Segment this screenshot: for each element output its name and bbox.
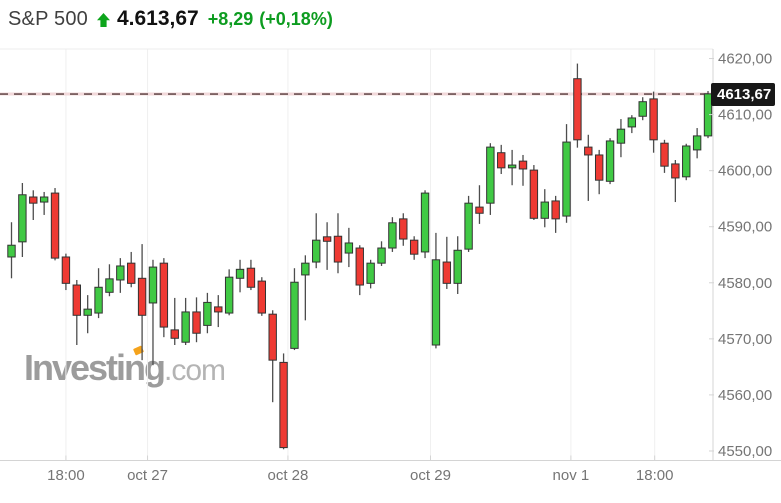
candle-down <box>29 196 38 204</box>
candle-up <box>682 145 691 178</box>
candle-up <box>486 146 495 204</box>
candle-up <box>638 101 647 117</box>
candle-up <box>616 128 626 144</box>
x-tick-label: oct 29 <box>410 467 451 484</box>
candle-up <box>235 268 245 279</box>
candle-up <box>312 239 321 263</box>
candle-up <box>605 140 615 182</box>
candle-up <box>464 202 473 250</box>
candle-down <box>322 236 332 242</box>
candle-up <box>507 164 517 169</box>
quote-header: S&P 500 4.613,67 +8,29 (+0,18%) <box>8 7 333 31</box>
candle-down <box>594 154 604 181</box>
candle-up <box>105 278 114 293</box>
candle-up <box>116 265 125 281</box>
candle-up <box>420 192 430 253</box>
candle-up <box>366 262 375 284</box>
candle-down <box>214 306 223 313</box>
y-tick-label: 4610,00 <box>718 107 772 124</box>
candle-up <box>224 276 234 314</box>
candle-down <box>72 284 81 316</box>
up-arrow-icon <box>96 13 110 27</box>
candle-down <box>333 235 343 263</box>
candle-down <box>551 200 560 220</box>
price-change-percent: (+0,18%) <box>259 8 333 29</box>
candle-up <box>377 247 386 264</box>
candle-down <box>246 267 256 288</box>
candle-down <box>442 261 452 284</box>
candle-up <box>83 308 92 316</box>
candle-up <box>388 222 397 249</box>
investing-logo-suffix: .com <box>164 354 226 387</box>
x-tick-label: 18:00 <box>47 467 85 484</box>
x-tick-label: 18:00 <box>636 467 674 484</box>
candle-up <box>7 244 16 258</box>
candle-up <box>301 262 310 276</box>
candle-down <box>409 239 419 255</box>
candle-down <box>170 329 179 339</box>
last-price: 4.613,67 <box>116 7 199 30</box>
candle-down <box>257 280 267 314</box>
y-tick-label: 4600,00 <box>718 163 772 180</box>
candle-up <box>39 196 49 203</box>
candle-down <box>573 78 582 141</box>
candle-up <box>540 201 549 219</box>
candle-up <box>181 311 190 343</box>
candle-down <box>192 311 201 334</box>
candle-up <box>18 194 27 243</box>
candle-down <box>399 218 408 240</box>
candle-down <box>61 256 71 284</box>
candle-down <box>518 160 528 170</box>
candle-down <box>279 361 288 449</box>
candle-down <box>649 98 658 141</box>
y-tick-label: 4560,00 <box>718 387 772 404</box>
candle-down <box>671 163 680 179</box>
candle-up <box>94 286 103 314</box>
x-tick-label: oct 27 <box>127 467 168 484</box>
candle-up <box>290 281 299 349</box>
symbol-name: S&P 500 <box>8 7 88 30</box>
last-price-axis-tag: 4613,67 <box>711 82 775 106</box>
candle-up <box>203 301 212 326</box>
candle-up <box>692 135 702 151</box>
candle-down <box>159 262 169 328</box>
candle-up <box>431 259 441 346</box>
y-tick-label: 4550,00 <box>718 443 772 460</box>
candle-up <box>453 249 462 284</box>
candle-down <box>137 277 147 316</box>
candle-up <box>148 266 158 304</box>
y-tick-label: 4590,00 <box>718 219 772 236</box>
candle-up <box>344 242 354 254</box>
x-tick-label: oct 28 <box>267 467 308 484</box>
candle-down <box>660 142 669 167</box>
x-tick-label: nov 1 <box>553 467 590 484</box>
candle-up <box>562 141 571 217</box>
y-tick-label: 4580,00 <box>718 275 772 292</box>
candle-down <box>355 247 364 286</box>
candle-down <box>127 262 136 284</box>
y-tick-label: 4620,00 <box>718 51 772 68</box>
y-tick-label: 4570,00 <box>718 331 772 348</box>
price-change: +8,29 <box>207 8 254 29</box>
candle-down <box>50 192 60 259</box>
candle-down <box>497 152 506 169</box>
candle-down <box>584 146 593 156</box>
candle-up <box>627 117 637 128</box>
candle-down <box>529 169 539 219</box>
candle-down <box>268 313 277 361</box>
candle-down <box>475 206 484 214</box>
